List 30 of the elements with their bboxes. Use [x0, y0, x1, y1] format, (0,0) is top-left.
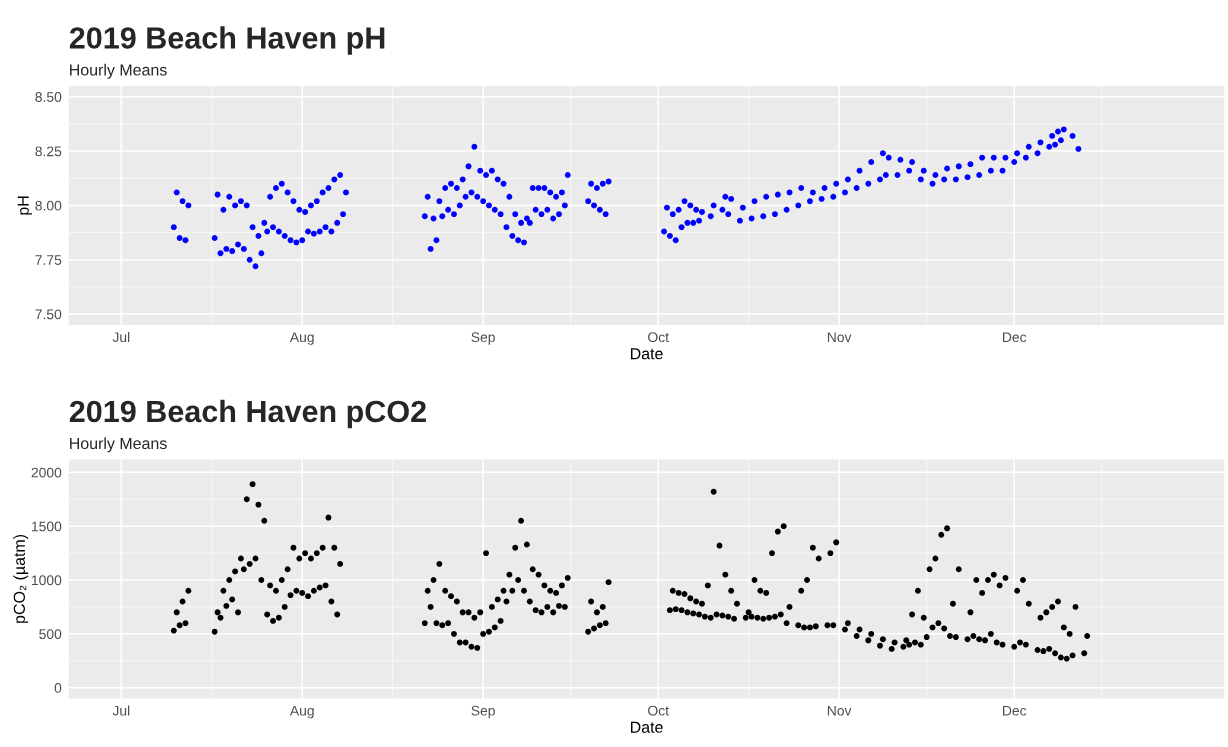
y-tick-label: 1500	[31, 521, 62, 532]
chart-subtitle: Hourly Means	[70, 437, 167, 453]
x-tick-label: Nov	[827, 705, 852, 716]
chart-subtitle: Hourly Means	[70, 63, 167, 79]
x-tick-label: Sep	[471, 332, 495, 345]
x-tick-label: Oct	[648, 332, 669, 343]
x-tick-label: Dec	[1003, 705, 1027, 716]
x-tick-label: Jul	[112, 331, 130, 343]
x-tick-label: Dec	[1003, 332, 1027, 343]
y-axis-title: pCO₂ (µatm)	[13, 534, 29, 623]
chart-title: 2019 Beach Haven pCO2	[69, 399, 426, 429]
y-tick-label: 7.75	[35, 255, 62, 265]
y-axis-title: pH	[17, 196, 33, 215]
y-tick-label: 2000	[31, 467, 62, 478]
x-tick-label: Nov	[827, 332, 852, 343]
chart-title: 2019 Beach Haven pH	[69, 26, 385, 55]
y-tick-label: 0	[54, 683, 62, 693]
y-tick-label: 500	[39, 629, 62, 640]
y-tick-label: 8.25	[35, 146, 62, 157]
x-tick-label: Sep	[471, 705, 495, 719]
x-tick-label: Aug	[289, 705, 314, 719]
x-tick-label: Oct	[648, 705, 669, 716]
x-tick-label: Aug	[289, 332, 314, 345]
x-axis-title: Date	[630, 721, 663, 733]
y-tick-label: 7.50	[35, 309, 62, 320]
x-tick-label: Jul	[112, 705, 130, 716]
x-axis-title: Date	[630, 348, 663, 360]
y-tick-label: 1000	[31, 575, 62, 586]
y-tick-label: 8.50	[35, 92, 62, 102]
y-tick-label: 8.00	[35, 200, 62, 211]
